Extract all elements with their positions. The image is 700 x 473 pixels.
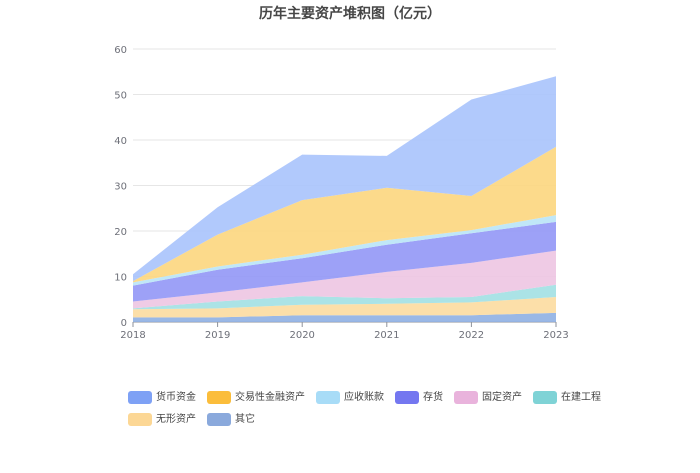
y-tick-label: 50 [114,91,127,102]
y-tick-label: 10 [114,273,127,284]
legend-item[interactable]: 应收账款 [316,390,384,406]
area-series-在建工程[interactable] [133,284,556,310]
legend-item[interactable]: 在建工程 [533,390,601,406]
x-tick-label: 2022 [459,330,484,341]
legend-label: 其它 [235,414,255,425]
legend-item[interactable]: 无形资产 [128,412,196,428]
legend-label: 交易性金融资产 [235,392,305,403]
legend-label: 固定资产 [482,392,522,403]
legend-item[interactable]: 货币资金 [128,390,196,406]
legend-swatch [316,390,340,404]
legend-label: 存货 [423,392,443,403]
y-tick-label: 60 [114,45,127,56]
y-tick-label: 40 [114,136,127,147]
legend-label: 货币资金 [156,392,196,403]
legend-item[interactable]: 交易性金融资产 [207,390,305,406]
legend-label: 在建工程 [561,392,601,403]
legend-swatch [454,390,478,404]
legend-swatch [128,412,152,426]
x-tick-label: 2018 [120,330,145,341]
x-tick-label: 2021 [374,330,399,341]
axis-layer: 0 10 20 30 40 50 60 2018 2019 2020 2021 2022 2023 [114,45,568,341]
legend-swatch [207,390,231,404]
legend-swatch [533,390,557,404]
area-series-存货[interactable] [133,221,556,302]
area-series-其它[interactable] [133,312,556,322]
legend-swatch [207,412,231,426]
x-tick-label: 2020 [289,330,314,341]
area-series-layer [133,76,556,322]
y-tick-label: 20 [114,227,127,238]
area-series-无形资产[interactable] [133,297,556,318]
legend-label: 无形资产 [156,414,196,425]
area-series-货币资金[interactable] [133,76,556,282]
legend-swatch [128,390,152,404]
legend-swatch [395,390,419,404]
legend-label: 应收账款 [344,392,384,403]
legend-item[interactable]: 固定资产 [454,390,522,406]
x-tick-label: 2019 [205,330,230,341]
legend-item[interactable]: 存货 [395,390,443,406]
legend-item[interactable]: 其它 [207,412,255,428]
area-series-应收账款[interactable] [133,215,556,286]
chart-title: 历年主要资产堆积图（亿元） [259,6,441,22]
y-tick-label: 0 [121,318,127,329]
area-series-固定资产[interactable] [133,250,556,309]
x-tick-label: 2023 [543,330,568,341]
area-series-交易性金融资产[interactable] [133,146,556,283]
y-tick-label: 30 [114,182,127,193]
